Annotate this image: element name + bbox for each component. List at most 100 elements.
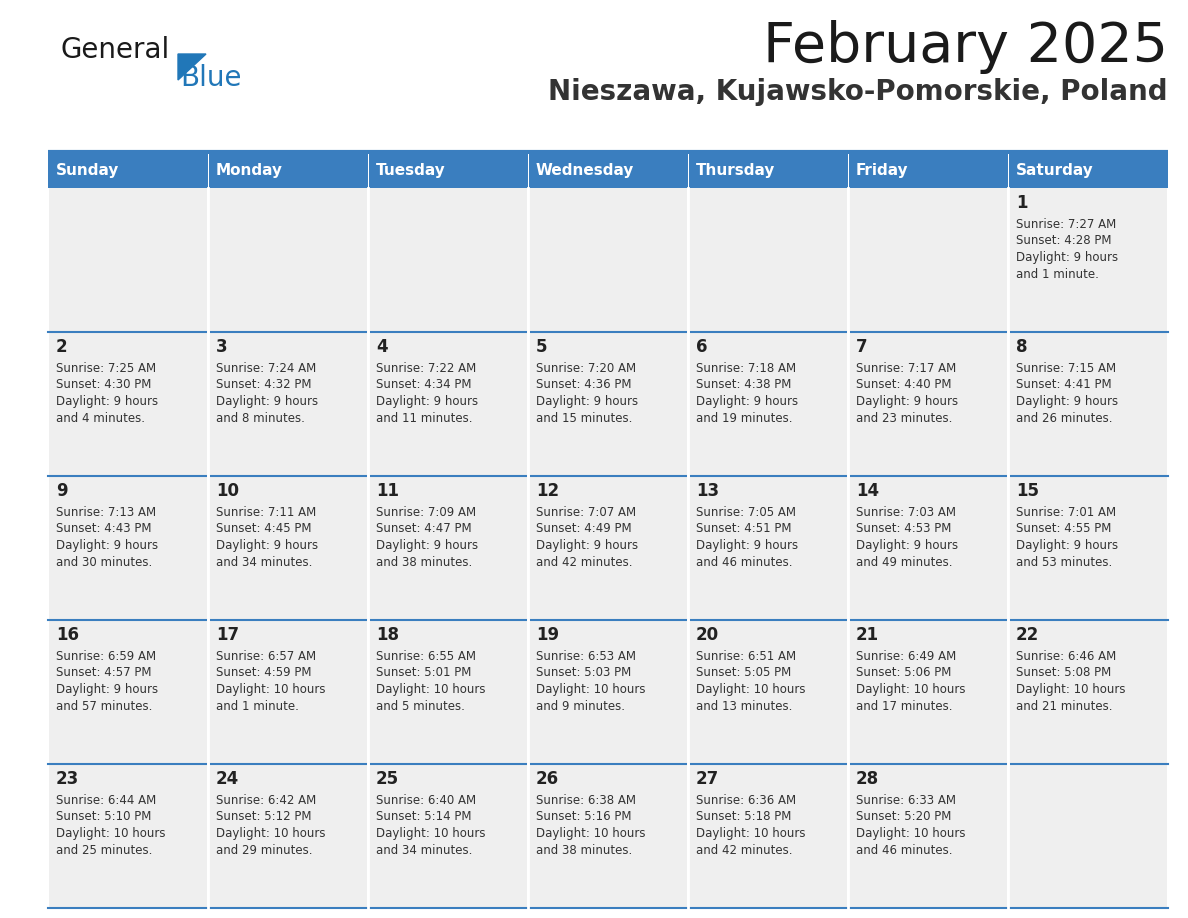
- Text: Daylight: 10 hours: Daylight: 10 hours: [536, 827, 645, 840]
- Text: 20: 20: [696, 626, 719, 644]
- Text: 1: 1: [1016, 194, 1028, 212]
- Text: Sunset: 5:05 PM: Sunset: 5:05 PM: [696, 666, 791, 679]
- Bar: [689, 764, 847, 908]
- Text: and 9 minutes.: and 9 minutes.: [536, 700, 625, 712]
- Bar: [369, 332, 527, 476]
- Text: Daylight: 9 hours: Daylight: 9 hours: [536, 395, 638, 408]
- Bar: [369, 764, 527, 908]
- Text: Daylight: 10 hours: Daylight: 10 hours: [375, 827, 486, 840]
- Text: 4: 4: [375, 338, 387, 356]
- Text: and 34 minutes.: and 34 minutes.: [216, 555, 312, 568]
- Bar: [209, 620, 367, 764]
- Text: 26: 26: [536, 770, 560, 788]
- Bar: [688, 154, 689, 188]
- Text: and 19 minutes.: and 19 minutes.: [696, 411, 792, 424]
- Text: Sunset: 4:28 PM: Sunset: 4:28 PM: [1016, 234, 1112, 248]
- Text: Sunrise: 7:25 AM: Sunrise: 7:25 AM: [56, 362, 156, 375]
- Text: Daylight: 9 hours: Daylight: 9 hours: [857, 395, 959, 408]
- Text: Wednesday: Wednesday: [536, 163, 634, 178]
- Text: Daylight: 9 hours: Daylight: 9 hours: [56, 683, 158, 696]
- Text: Sunset: 4:30 PM: Sunset: 4:30 PM: [56, 378, 151, 391]
- Text: and 17 minutes.: and 17 minutes.: [857, 700, 953, 712]
- Text: 15: 15: [1016, 482, 1040, 500]
- Text: Sunrise: 7:03 AM: Sunrise: 7:03 AM: [857, 506, 956, 519]
- Bar: [208, 154, 209, 188]
- Bar: [529, 764, 687, 908]
- Text: Sunrise: 6:53 AM: Sunrise: 6:53 AM: [536, 650, 636, 663]
- Text: Daylight: 9 hours: Daylight: 9 hours: [375, 539, 478, 552]
- Text: Sunrise: 6:57 AM: Sunrise: 6:57 AM: [216, 650, 316, 663]
- Text: 16: 16: [56, 626, 78, 644]
- Text: and 46 minutes.: and 46 minutes.: [696, 555, 792, 568]
- Bar: [367, 154, 369, 188]
- Text: General: General: [61, 36, 169, 64]
- Text: Daylight: 9 hours: Daylight: 9 hours: [216, 539, 318, 552]
- Text: and 42 minutes.: and 42 minutes.: [536, 555, 632, 568]
- Bar: [49, 764, 207, 908]
- Text: Thursday: Thursday: [696, 163, 776, 178]
- Text: Daylight: 10 hours: Daylight: 10 hours: [696, 827, 805, 840]
- Text: 12: 12: [536, 482, 560, 500]
- Text: Sunrise: 7:27 AM: Sunrise: 7:27 AM: [1016, 218, 1117, 231]
- Text: 14: 14: [857, 482, 879, 500]
- Text: and 1 minute.: and 1 minute.: [1016, 267, 1099, 281]
- Text: Sunset: 4:57 PM: Sunset: 4:57 PM: [56, 666, 152, 679]
- Text: Daylight: 9 hours: Daylight: 9 hours: [216, 395, 318, 408]
- Text: Sunrise: 6:44 AM: Sunrise: 6:44 AM: [56, 794, 157, 807]
- Text: Sunset: 4:51 PM: Sunset: 4:51 PM: [696, 522, 791, 535]
- Bar: [689, 188, 847, 332]
- Text: Sunrise: 7:15 AM: Sunrise: 7:15 AM: [1016, 362, 1116, 375]
- Text: Sunrise: 7:18 AM: Sunrise: 7:18 AM: [696, 362, 796, 375]
- Text: 5: 5: [536, 338, 548, 356]
- Text: Sunset: 4:34 PM: Sunset: 4:34 PM: [375, 378, 472, 391]
- Text: 2: 2: [56, 338, 68, 356]
- Bar: [849, 620, 1007, 764]
- Bar: [689, 620, 847, 764]
- Text: Blue: Blue: [181, 64, 241, 92]
- Text: Sunrise: 6:46 AM: Sunrise: 6:46 AM: [1016, 650, 1117, 663]
- Text: Sunday: Sunday: [56, 163, 119, 178]
- Text: and 29 minutes.: and 29 minutes.: [216, 844, 312, 856]
- Bar: [48, 154, 208, 188]
- Text: Daylight: 9 hours: Daylight: 9 hours: [1016, 395, 1118, 408]
- Bar: [688, 154, 848, 188]
- Bar: [847, 154, 849, 188]
- Text: and 21 minutes.: and 21 minutes.: [1016, 700, 1112, 712]
- Text: Sunrise: 7:11 AM: Sunrise: 7:11 AM: [216, 506, 316, 519]
- Bar: [1007, 154, 1009, 188]
- Text: 6: 6: [696, 338, 708, 356]
- Text: 10: 10: [216, 482, 239, 500]
- Text: Sunrise: 6:51 AM: Sunrise: 6:51 AM: [696, 650, 796, 663]
- Bar: [1009, 620, 1167, 764]
- Text: Sunset: 4:38 PM: Sunset: 4:38 PM: [696, 378, 791, 391]
- Text: and 30 minutes.: and 30 minutes.: [56, 555, 152, 568]
- Text: and 5 minutes.: and 5 minutes.: [375, 700, 465, 712]
- Text: Sunset: 5:08 PM: Sunset: 5:08 PM: [1016, 666, 1111, 679]
- Text: 25: 25: [375, 770, 399, 788]
- Text: Sunset: 5:16 PM: Sunset: 5:16 PM: [536, 811, 632, 823]
- Bar: [369, 188, 527, 332]
- Text: Daylight: 9 hours: Daylight: 9 hours: [1016, 539, 1118, 552]
- Text: Sunrise: 7:24 AM: Sunrise: 7:24 AM: [216, 362, 316, 375]
- Bar: [689, 476, 847, 620]
- Text: February 2025: February 2025: [763, 20, 1168, 74]
- Text: and 11 minutes.: and 11 minutes.: [375, 411, 473, 424]
- Text: Daylight: 10 hours: Daylight: 10 hours: [1016, 683, 1125, 696]
- Text: Sunrise: 7:22 AM: Sunrise: 7:22 AM: [375, 362, 476, 375]
- Text: Sunrise: 7:20 AM: Sunrise: 7:20 AM: [536, 362, 636, 375]
- Bar: [849, 476, 1007, 620]
- Text: 3: 3: [216, 338, 228, 356]
- Text: Sunset: 4:53 PM: Sunset: 4:53 PM: [857, 522, 952, 535]
- Polygon shape: [178, 54, 206, 80]
- Text: and 57 minutes.: and 57 minutes.: [56, 700, 152, 712]
- Text: and 34 minutes.: and 34 minutes.: [375, 844, 473, 856]
- Bar: [848, 154, 1007, 188]
- Bar: [527, 154, 688, 188]
- Bar: [369, 476, 527, 620]
- Text: Sunrise: 6:38 AM: Sunrise: 6:38 AM: [536, 794, 636, 807]
- Text: and 23 minutes.: and 23 minutes.: [857, 411, 953, 424]
- Bar: [49, 188, 207, 332]
- Bar: [1009, 476, 1167, 620]
- Text: Daylight: 10 hours: Daylight: 10 hours: [56, 827, 165, 840]
- Text: Saturday: Saturday: [1016, 163, 1094, 178]
